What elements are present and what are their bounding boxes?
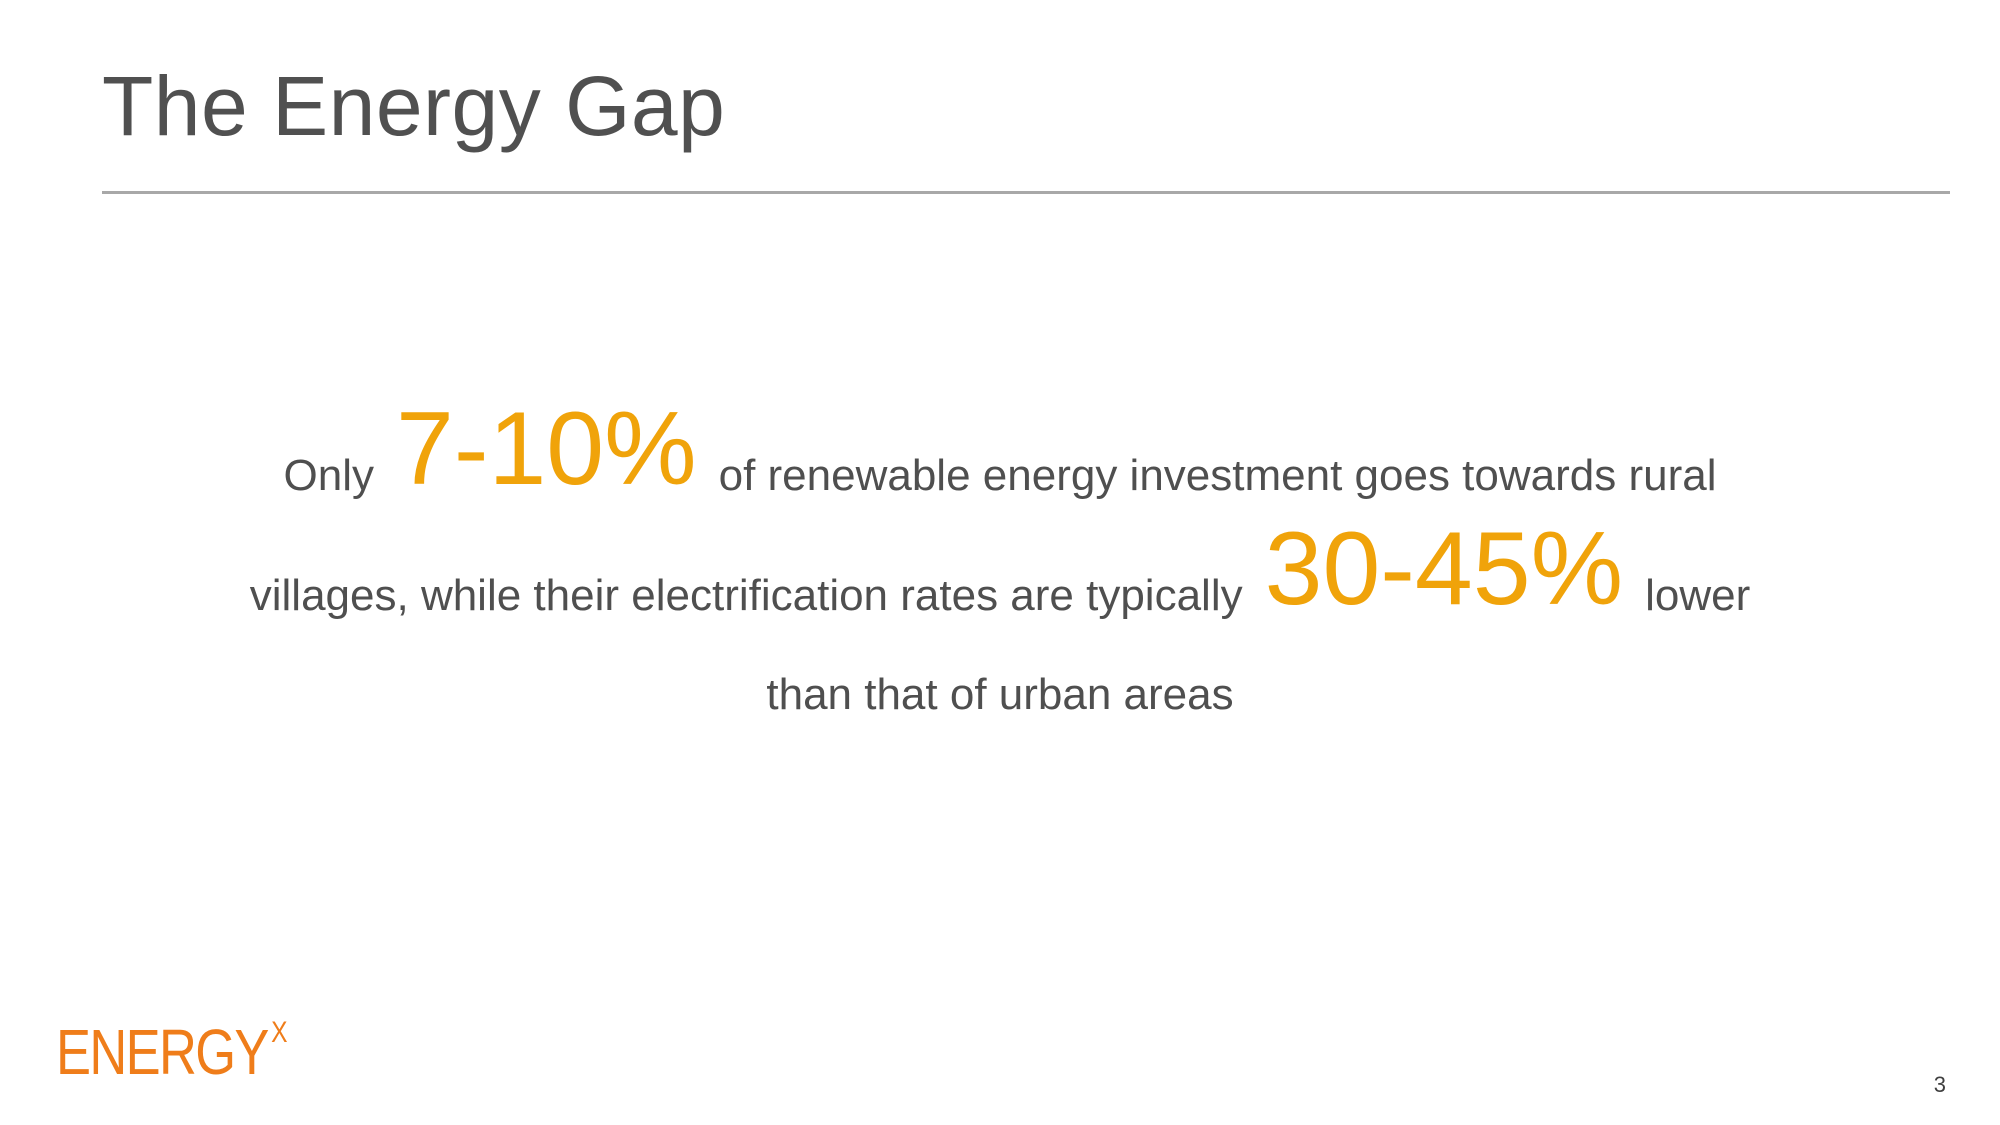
body-line-2-post: lower — [1645, 571, 1751, 620]
logo-superscript: X — [271, 1016, 287, 1049]
body-line-3: than that of urban areas — [766, 670, 1234, 719]
page-number: 3 — [1933, 1072, 1946, 1097]
slide-body: Only 7-10% of renewable energy investment … — [0, 391, 2000, 755]
slide-title: The Energy Gap — [102, 59, 726, 153]
body-line-1: Only 7-10% of renewable energy investment … — [0, 391, 2000, 515]
body-line-2-pre: villages, while their electrification ra… — [249, 571, 1243, 620]
stat-rural-investment: 7-10% — [395, 391, 697, 507]
logo-text: ENERGY — [56, 1016, 269, 1088]
body-line-2: villages, while their electrification ra… — [0, 511, 2000, 635]
body-line-1-post: of renewable energy investment goes towa… — [718, 451, 1717, 500]
energyx-logo: ENERGY X — [56, 1018, 287, 1085]
stat-electrification-gap: 30-45% — [1264, 511, 1624, 627]
body-line-1-pre: Only — [283, 451, 374, 500]
title-divider — [102, 191, 1950, 194]
